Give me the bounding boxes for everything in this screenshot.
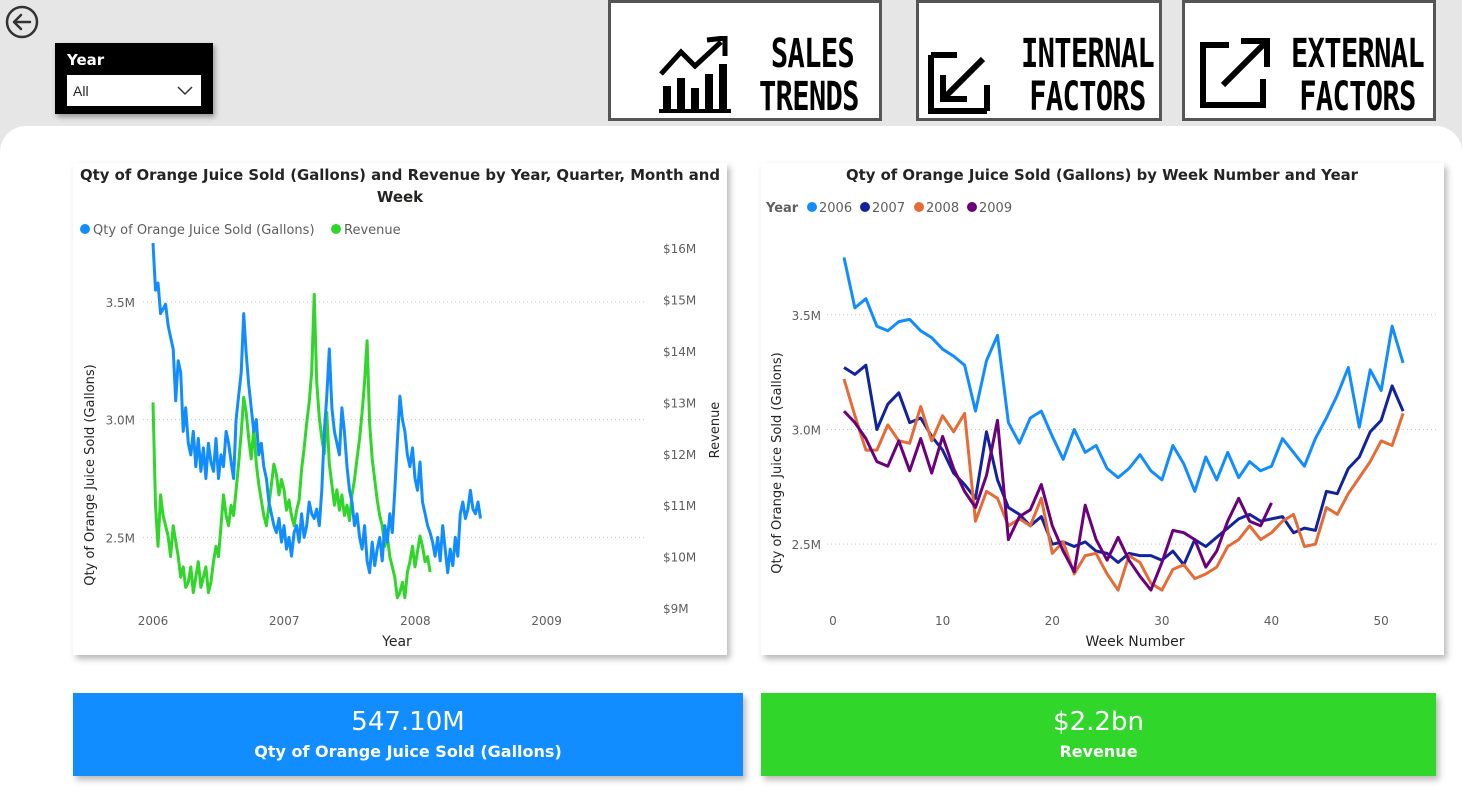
legend-revenue-label: Revenue — [344, 223, 401, 238]
arrow-down-left-icon — [928, 52, 990, 114]
year-dropdown[interactable]: All — [67, 75, 201, 106]
external-factors-label: EXTERNAL FACTORS — [1291, 31, 1425, 120]
back-arrow-icon[interactable] — [3, 3, 39, 39]
chart2-xlabel: Week Number — [1085, 634, 1184, 650]
chart1-y2-tick-label: $10M — [663, 551, 696, 565]
chart2-legend: Year 2006 2007 2008 2009 — [765, 201, 1012, 216]
chart1-title-line1: Qty of Orange Juice Sold (Gallons) and R… — [80, 166, 720, 184]
year-slicer-label: Year — [67, 51, 105, 69]
chart1-y2-tick-label: $11M — [663, 499, 696, 513]
chart1-legend: Qty of Orange Juice Sold (Gallons) Reven… — [80, 223, 401, 238]
qty-revenue-line-chart: Qty of Orange Juice Sold (Gallons) and R… — [80, 166, 723, 650]
chart1-y2-tick-label: $16M — [663, 242, 696, 256]
series-2007-line — [843, 363, 1405, 567]
chart2-x-tick-label: 30 — [1154, 614, 1169, 628]
external-factors-button[interactable]: EXTERNAL FACTORS — [1182, 0, 1436, 121]
kpi-revenue-card: $2.2bn Revenue — [761, 693, 1436, 776]
chart1-y-tick-label: 3.5M — [106, 296, 135, 310]
chart1-y-tick-label: 3.0M — [106, 414, 135, 428]
arrow-up-right-icon — [1200, 38, 1270, 108]
chart1-x-tick-label: 2006 — [138, 614, 169, 628]
chart2-x-tick-label: 40 — [1264, 614, 1279, 628]
legend-2009-marker — [967, 202, 977, 212]
qty-series-line — [151, 242, 482, 575]
kpi-revenue-label: Revenue — [1059, 742, 1138, 761]
chevron-down-icon — [177, 85, 193, 95]
weekly-qty-line-chart: Qty of Orange Juice Sold (Gallons) by We… — [765, 166, 1436, 650]
chart1-y-tick-label: 2.5M — [106, 531, 135, 545]
chart2-x-tick-label: 0 — [829, 614, 837, 628]
chart1-title-line2: Week — [377, 188, 424, 206]
sales-trends-label: SALES TRENDS — [759, 31, 859, 120]
legend-2007-marker — [860, 202, 870, 212]
chart1-y2-tick-label: $12M — [663, 448, 696, 462]
kpi-qty-label: Qty of Orange Juice Sold (Gallons) — [254, 742, 562, 761]
kpi-qty-value: 547.10M — [351, 707, 465, 737]
legend-2008-marker — [914, 202, 924, 212]
legend-year-title: Year — [765, 201, 799, 216]
chart1-xlabel: Year — [381, 634, 412, 650]
legend-2008-label: 2008 — [926, 201, 959, 216]
series-2008-line — [842, 378, 1405, 592]
weekly-qty-chart-card: Qty of Orange Juice Sold (Gallons) by We… — [761, 163, 1444, 655]
legend-2006-label: 2006 — [819, 201, 852, 216]
chart2-ylabel: Qty of Orange Juice Sold (Gallons) — [770, 352, 785, 574]
legend-qty-marker — [80, 224, 90, 234]
year-dropdown-value: All — [73, 82, 89, 99]
chart2-x-tick-label: 50 — [1374, 614, 1389, 628]
internal-factors-label: INTERNAL FACTORS — [1021, 31, 1155, 120]
chart1-y2-tick-label: $15M — [663, 294, 696, 308]
year-slicer: Year All — [55, 43, 213, 114]
chart1-y2-tick-label: $9M — [663, 602, 689, 616]
kpi-revenue-value: $2.2bn — [1053, 707, 1144, 737]
chart1-y2-tick-label: $14M — [663, 345, 696, 359]
chart1-y2label: Revenue — [708, 402, 723, 459]
legend-2007-label: 2007 — [872, 201, 905, 216]
chart1-ylabel: Qty of Orange Juice Sold (Gallons) — [83, 364, 98, 586]
chart2-x-tick-label: 10 — [935, 614, 950, 628]
qty-revenue-chart-card: Qty of Orange Juice Sold (Gallons) and R… — [73, 163, 727, 655]
chart2-y-tick-label: 2.5M — [792, 538, 821, 552]
internal-factors-button[interactable]: INTERNAL FACTORS — [916, 0, 1162, 121]
chart2-y-tick-label: 3.0M — [792, 423, 821, 437]
chart1-x-tick-label: 2009 — [531, 614, 562, 628]
chart1-x-tick-label: 2007 — [269, 614, 300, 628]
series-2009-line — [842, 410, 1273, 592]
legend-2009-label: 2009 — [979, 201, 1012, 216]
chart2-x-tick-label: 20 — [1045, 614, 1060, 628]
legend-2006-marker — [807, 202, 817, 212]
legend-revenue-marker — [331, 224, 341, 234]
chart-trend-icon — [659, 36, 731, 113]
chart2-title: Qty of Orange Juice Sold (Gallons) by We… — [846, 166, 1359, 184]
kpi-qty-card: 547.10M Qty of Orange Juice Sold (Gallon… — [73, 693, 743, 776]
chart1-y2-tick-label: $13M — [663, 396, 696, 410]
legend-qty-label: Qty of Orange Juice Sold (Gallons) — [93, 223, 315, 238]
sales-trends-button[interactable]: SALES TRENDS — [608, 0, 882, 121]
chart1-x-tick-label: 2008 — [400, 614, 431, 628]
series-2006-line — [842, 257, 1405, 493]
chart2-y-tick-label: 3.5M — [792, 309, 821, 323]
